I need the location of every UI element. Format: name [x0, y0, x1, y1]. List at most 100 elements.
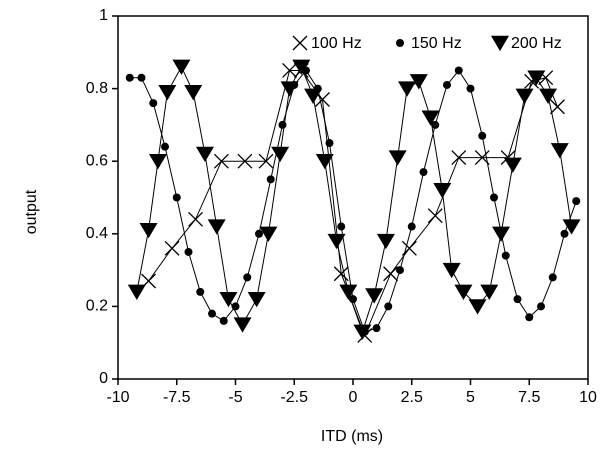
data-point: [372, 324, 381, 333]
series-line: [136, 65, 573, 334]
x-axis-label: ITD (ms): [321, 428, 383, 445]
legend-item: 100 Hz: [311, 35, 362, 52]
data-point: [383, 266, 399, 282]
data-point: [327, 233, 346, 250]
data-point: [550, 143, 569, 159]
data-point: [271, 146, 290, 163]
legend-marker: [491, 35, 509, 52]
data-point: [443, 80, 451, 89]
data-point: [454, 66, 463, 75]
data-point: [137, 73, 146, 82]
data-point: [208, 309, 216, 318]
data-point: [421, 110, 440, 126]
data-point: [237, 153, 253, 169]
y-tick-label: 0.4: [86, 225, 108, 242]
data-point: [492, 226, 511, 242]
data-point: [549, 99, 565, 115]
x-tick-label: -10: [106, 389, 129, 406]
data-point: [149, 99, 158, 108]
y-tick-label: 0.6: [86, 152, 108, 169]
legend-label: 200 Hz: [511, 35, 562, 52]
x-tick-label: 5: [466, 389, 475, 406]
data-point: [292, 59, 311, 75]
data-point: [148, 154, 167, 170]
data-point: [266, 175, 275, 184]
data-point: [503, 157, 522, 173]
data-point: [478, 131, 487, 140]
data-point: [304, 88, 323, 104]
x-tick-label: 2.5: [401, 389, 423, 406]
legend-marker: [292, 35, 308, 51]
data-point: [539, 88, 558, 104]
data-point: [219, 291, 238, 308]
data-point: [125, 73, 134, 82]
data-point: [339, 284, 358, 300]
data-point: [196, 287, 205, 296]
data-point: [278, 120, 287, 129]
data-point: [525, 313, 534, 322]
legend-item: 150 Hz: [411, 35, 462, 52]
data-point: [315, 154, 334, 170]
x-tick-label: -7.5: [163, 389, 191, 406]
data-point: [409, 74, 428, 90]
data-point: [158, 85, 177, 101]
data-point: [184, 85, 203, 101]
data-point: [442, 262, 461, 279]
data-point: [349, 295, 357, 304]
data-point: [560, 229, 569, 238]
data-point: [247, 291, 266, 308]
data-point: [398, 81, 417, 97]
x-tick-label: -5: [228, 389, 242, 406]
data-point: [255, 229, 263, 238]
y-tick-label: 0.8: [86, 80, 108, 97]
data-point: [333, 266, 349, 282]
data-point: [376, 233, 395, 250]
data-point: [161, 142, 169, 151]
data-point: [468, 299, 487, 315]
data-point: [466, 84, 475, 93]
data-point: [213, 153, 229, 169]
data-point: [419, 168, 428, 177]
data-point: [219, 316, 228, 325]
data-point: [280, 81, 299, 97]
data-point: [572, 197, 581, 206]
data-point: [233, 317, 252, 333]
data-point: [527, 70, 546, 86]
data-point: [427, 208, 443, 224]
y-tick-label: 1: [99, 7, 108, 24]
data-point: [139, 222, 158, 239]
legend-label: 150 Hz: [411, 35, 462, 52]
data-point: [407, 222, 416, 231]
data-point: [480, 284, 499, 300]
data-point: [537, 302, 545, 311]
data-point: [548, 273, 557, 282]
x-tick-label: -2.5: [280, 389, 308, 406]
data-point: [172, 193, 181, 202]
data-point: [562, 219, 581, 235]
data-point: [353, 324, 372, 340]
data-point: [243, 273, 252, 282]
legend-item: 200 Hz: [511, 35, 562, 52]
data-point: [454, 284, 473, 300]
legend-label: 100 Hz: [311, 35, 362, 52]
x-tick-label: 10: [579, 389, 597, 406]
data-point: [337, 222, 346, 231]
data-point: [195, 146, 214, 163]
data-point: [258, 153, 274, 169]
data-point: [325, 139, 334, 148]
data-point: [184, 247, 193, 256]
legend-marker: [396, 39, 404, 47]
data-point: [127, 284, 146, 300]
x-tick-label: 7.5: [518, 389, 540, 406]
data-point: [396, 266, 404, 275]
data-point: [388, 150, 407, 166]
y-axis-label: output: [23, 189, 40, 234]
data-point: [431, 120, 440, 129]
data-point: [282, 62, 298, 78]
x-tick-label: 0: [349, 389, 358, 406]
data-point: [207, 219, 226, 235]
data-point: [259, 226, 278, 242]
data-point: [490, 193, 498, 202]
y-tick-label: 0.2: [86, 298, 108, 315]
